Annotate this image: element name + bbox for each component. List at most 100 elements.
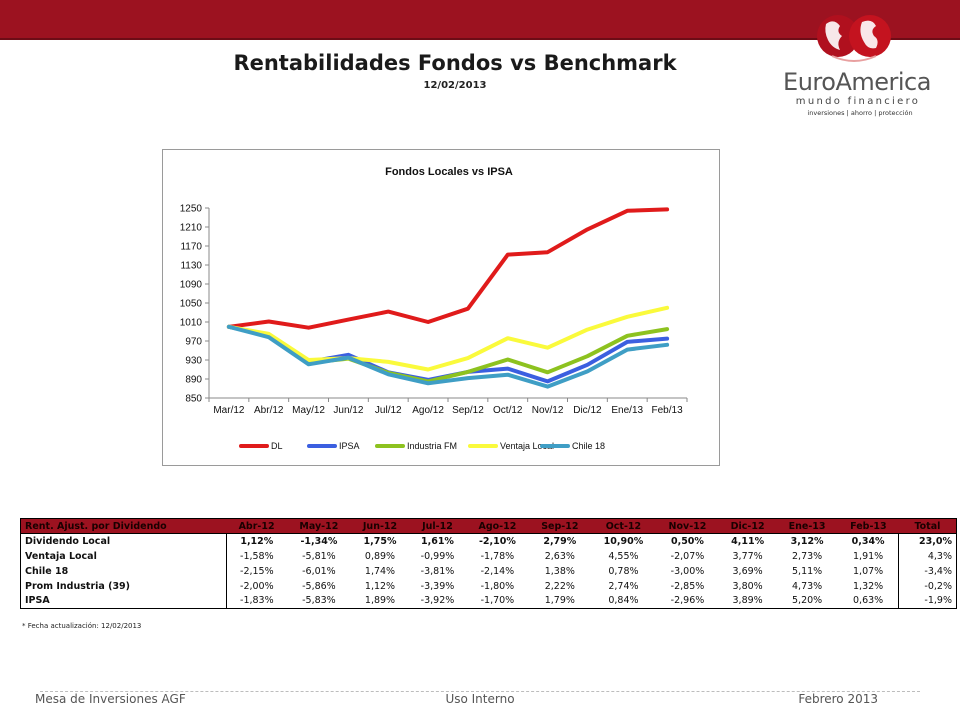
footer-right: Febrero 2013 bbox=[798, 692, 878, 706]
table-cell: 4,55% bbox=[608, 550, 639, 562]
returns-table: Rent. Ajust. por Dividendo Abr-12 May-12 Ju… bbox=[20, 518, 957, 609]
table-cell: -1,34% bbox=[300, 535, 338, 547]
table-header-cell: Ene-13 bbox=[776, 518, 838, 534]
series-lines bbox=[226, 207, 670, 389]
table-cell: 0,63% bbox=[837, 593, 899, 609]
table-cell: 1,91% bbox=[853, 550, 884, 562]
table-cell: 0,89% bbox=[364, 550, 396, 562]
table-cell: -2,00% bbox=[240, 580, 274, 592]
table-cell: 1,12% bbox=[364, 580, 396, 592]
chart-title: Fondos Locales vs IPSA bbox=[385, 166, 513, 178]
total-cell: 4,3% bbox=[898, 548, 957, 564]
total-cell: 23,0% bbox=[898, 533, 957, 549]
table-cell: 3,80% bbox=[732, 580, 763, 592]
table-cell: 1,38% bbox=[544, 565, 575, 577]
footer-center: Uso Interno bbox=[445, 692, 515, 706]
table-cell: -3,00% bbox=[670, 565, 705, 577]
row-label: Prom Industria (39) bbox=[20, 578, 227, 594]
total-cell: -0,2% bbox=[898, 578, 957, 594]
x-axis: Mar/12 Abr/12 May/12 Jun/12 Jul/12 Ago/12 Sep/… bbox=[208, 397, 688, 416]
table-cell: 3,69% bbox=[732, 565, 763, 577]
table-cell: 0,84% bbox=[590, 593, 657, 609]
table-header-row: Rent. Ajust. por Dividendo Abr-12 May-12 Ju… bbox=[20, 518, 957, 534]
page-title: Rentabilidades Fondos vs Benchmark bbox=[233, 51, 677, 75]
table-cell: 0,78% bbox=[608, 565, 639, 577]
table-header-label: Rent. Ajust. por Dividendo bbox=[20, 518, 227, 534]
table-cell: 0,34% bbox=[851, 535, 885, 547]
table-cell: 1,12% bbox=[240, 535, 274, 547]
table-header-cell: Ago-12 bbox=[465, 518, 529, 534]
logo-name: EuroAmerica bbox=[783, 68, 931, 96]
row-label: Dividendo Local bbox=[20, 533, 227, 549]
table-cell: -1,78% bbox=[480, 550, 515, 562]
y-axis: 850 890 930 970 1010 1050 1090 1130 1170 1210 1250 bbox=[180, 204, 210, 405]
table-cell: 3,77% bbox=[732, 550, 763, 562]
table-header-cell: Dic-12 bbox=[718, 518, 777, 534]
table-row: Dividendo Local 1,12% -1,34% 1,75% 1,61% -2,1… bbox=[20, 533, 957, 549]
footnote: * Fecha actualización: 12/02/2013 bbox=[22, 622, 142, 630]
x-tick-label: Sep/12 bbox=[452, 405, 484, 416]
table-header-cell: Sep-12 bbox=[528, 518, 591, 534]
table-header-cell: Jun-12 bbox=[351, 518, 409, 534]
table-cell: -2,85% bbox=[670, 580, 705, 592]
y-tick-label: 930 bbox=[185, 356, 202, 367]
table-header-cell: Abr-12 bbox=[226, 518, 287, 534]
table-cell: -0,99% bbox=[420, 550, 455, 562]
table-cell: 10,90% bbox=[603, 535, 644, 547]
table-row: Ventaja Local -1,58% -5,81% 0,89% -0,99% -1,7… bbox=[20, 548, 957, 564]
line-chart: Fondos Locales vs IPSA 850 890 930 970 1010 1… bbox=[162, 149, 720, 466]
y-tick-label: 1010 bbox=[180, 318, 203, 329]
table-cell: 3,89% bbox=[718, 593, 777, 609]
table-cell: -3,92% bbox=[408, 593, 466, 609]
table-cell: 1,61% bbox=[420, 535, 454, 547]
table-cell: -5,83% bbox=[286, 593, 352, 609]
x-tick-label: Dic/12 bbox=[573, 405, 602, 416]
y-tick-label: 1170 bbox=[180, 242, 202, 253]
table-header-cell: Total bbox=[898, 518, 957, 534]
table-cell: 1,79% bbox=[528, 593, 591, 609]
x-tick-label: Jun/12 bbox=[333, 405, 363, 416]
table-cell: -5,86% bbox=[302, 580, 336, 592]
table-header-cell: Feb-13 bbox=[837, 518, 899, 534]
y-tick-label: 890 bbox=[185, 375, 202, 386]
x-tick-label: Jul/12 bbox=[375, 405, 402, 416]
table-row: Chile 18 -2,15% -6,01% 1,74% -3,81% -2,14% 1,3… bbox=[20, 563, 957, 579]
series-line-dl bbox=[226, 207, 670, 330]
table-cell: -5,81% bbox=[302, 550, 336, 562]
x-tick-label: Mar/12 bbox=[213, 405, 245, 416]
legend-label-ipsa: IPSA bbox=[339, 441, 360, 451]
y-tick-label: 1250 bbox=[180, 204, 203, 215]
table-header-cell: Oct-12 bbox=[590, 518, 657, 534]
table-cell: -2,07% bbox=[670, 550, 705, 562]
table-cell: 1,07% bbox=[853, 565, 884, 577]
table-cell: 2,73% bbox=[792, 550, 823, 562]
table-cell: 1,74% bbox=[364, 565, 396, 577]
table-cell: -2,15% bbox=[240, 565, 274, 577]
table-cell: 2,22% bbox=[544, 580, 575, 592]
table-cell: -3,39% bbox=[420, 580, 455, 592]
x-tick-label: Abr/12 bbox=[254, 405, 284, 416]
table-cell: 1,32% bbox=[853, 580, 884, 592]
row-label: IPSA bbox=[20, 593, 227, 609]
company-logo: EuroAmerica mundo financiero inversiones… bbox=[782, 12, 942, 122]
footer-left: Mesa de Inversiones AGF bbox=[35, 692, 186, 706]
row-label: Ventaja Local bbox=[20, 548, 227, 564]
chart-legend: DL IPSA Industria FM Ventaja Local Chile 18 bbox=[239, 441, 605, 451]
table-cell: -2,10% bbox=[478, 535, 516, 547]
logo-tagline: mundo financiero bbox=[795, 96, 921, 107]
total-cell: -1,9% bbox=[898, 593, 957, 609]
series-line-chile-18 bbox=[226, 324, 670, 389]
table-header-cell: Jul-12 bbox=[408, 518, 466, 534]
legend-label-ventaja-local: Ventaja Local bbox=[500, 441, 554, 451]
footer-divider bbox=[40, 691, 920, 692]
legend-label-dl: DL bbox=[271, 441, 283, 451]
x-tick-label: Ene/13 bbox=[611, 405, 643, 416]
table-cell: 0,50% bbox=[670, 535, 704, 547]
table-cell: 2,74% bbox=[608, 580, 639, 592]
legend-label-chile-18: Chile 18 bbox=[572, 441, 605, 451]
row-label: Chile 18 bbox=[20, 563, 227, 579]
table-cell: 1,75% bbox=[363, 535, 397, 547]
y-tick-label: 850 bbox=[185, 394, 202, 405]
x-tick-label: Feb/13 bbox=[652, 405, 684, 416]
table-cell: 5,20% bbox=[776, 593, 838, 609]
